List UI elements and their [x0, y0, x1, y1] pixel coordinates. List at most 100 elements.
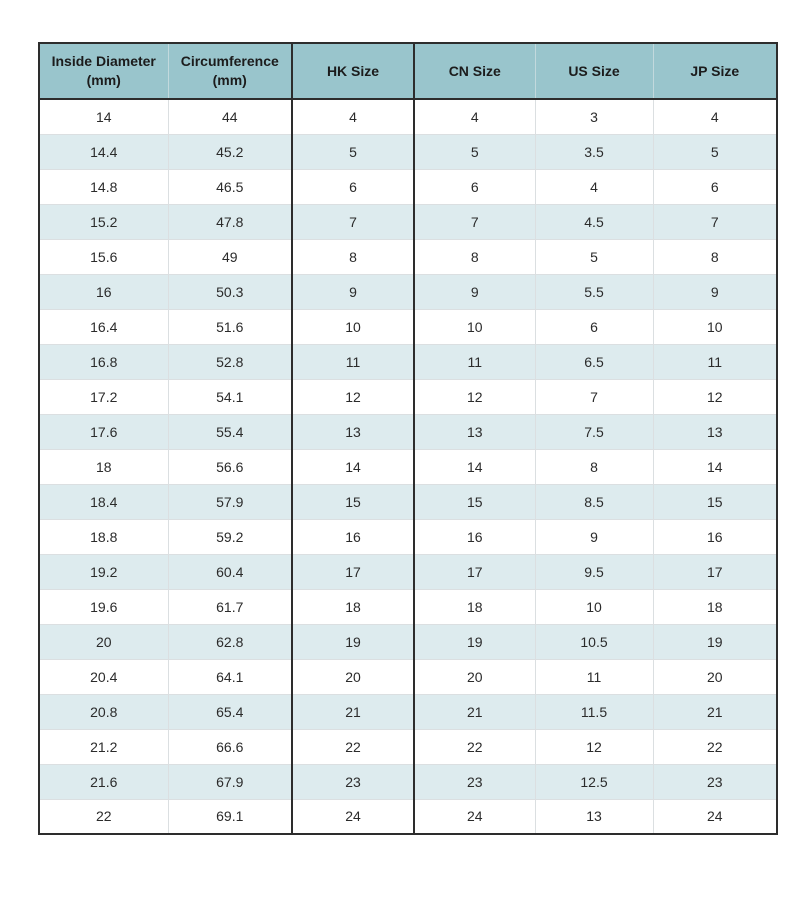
cell-us-size: 13 [534, 798, 653, 834]
cell-us-size: 5.5 [534, 273, 653, 309]
cell-us-size: 11.5 [534, 693, 653, 729]
table-row: 21.2 66.6 22 22 12 22 [39, 728, 777, 764]
cell-jp-size: 5 [652, 133, 777, 169]
cell-hk-size: 18 [291, 588, 415, 624]
table-row: 20 62.8 19 19 10.5 19 [39, 623, 777, 659]
cell-hk-size: 12 [291, 378, 415, 414]
cell-us-size: 4.5 [534, 203, 653, 239]
table-row: 16.8 52.8 11 11 6.5 11 [39, 343, 777, 379]
cell-us-size: 5 [534, 238, 653, 274]
cell-cn-size: 15 [413, 483, 535, 519]
cell-circumference: 66.6 [167, 728, 292, 764]
cell-hk-size: 19 [291, 623, 415, 659]
cell-us-size: 7.5 [534, 413, 653, 449]
cell-circumference: 52.8 [167, 343, 292, 379]
cell-inside-diameter: 14.8 [39, 168, 168, 204]
cell-circumference: 64.1 [167, 658, 292, 694]
cell-circumference: 50.3 [167, 273, 292, 309]
table-row: 17.2 54.1 12 12 7 12 [39, 378, 777, 414]
cell-inside-diameter: 21.2 [39, 728, 168, 764]
cell-cn-size: 14 [413, 448, 535, 484]
header-row: Inside Diameter (mm) Circumference (mm) … [39, 43, 777, 100]
table-row: 18 56.6 14 14 8 14 [39, 448, 777, 484]
cell-inside-diameter: 16 [39, 273, 168, 309]
cell-circumference: 69.1 [167, 798, 292, 834]
cell-cn-size: 19 [413, 623, 535, 659]
cell-cn-size: 17 [413, 553, 535, 589]
cell-inside-diameter: 15.6 [39, 238, 168, 274]
cell-jp-size: 14 [652, 448, 777, 484]
table-row: 14 44 4 4 3 4 [39, 99, 777, 134]
cell-hk-size: 10 [291, 308, 415, 344]
column-header-cn-size: CN Size [413, 43, 535, 100]
cell-inside-diameter: 14.4 [39, 133, 168, 169]
table-row: 21.6 67.9 23 23 12.5 23 [39, 763, 777, 799]
cell-cn-size: 18 [413, 588, 535, 624]
cell-us-size: 12.5 [534, 763, 653, 799]
cell-cn-size: 13 [413, 413, 535, 449]
cell-jp-size: 9 [652, 273, 777, 309]
column-header-hk-size: HK Size [291, 43, 415, 100]
cell-inside-diameter: 20.4 [39, 658, 168, 694]
cell-cn-size: 21 [413, 693, 535, 729]
cell-us-size: 9.5 [534, 553, 653, 589]
cell-hk-size: 9 [291, 273, 415, 309]
cell-inside-diameter: 16.4 [39, 308, 168, 344]
cell-us-size: 6.5 [534, 343, 653, 379]
cell-hk-size: 24 [291, 798, 415, 834]
cell-cn-size: 5 [413, 133, 535, 169]
cell-inside-diameter: 16.8 [39, 343, 168, 379]
cell-circumference: 45.2 [167, 133, 292, 169]
cell-us-size: 12 [534, 728, 653, 764]
cell-hk-size: 20 [291, 658, 415, 694]
cell-cn-size: 16 [413, 518, 535, 554]
cell-jp-size: 6 [652, 168, 777, 204]
cell-hk-size: 15 [291, 483, 415, 519]
cell-jp-size: 12 [652, 378, 777, 414]
table-header: Inside Diameter (mm) Circumference (mm) … [39, 43, 777, 100]
cell-hk-size: 11 [291, 343, 415, 379]
cell-jp-size: 22 [652, 728, 777, 764]
cell-hk-size: 14 [291, 448, 415, 484]
cell-circumference: 62.8 [167, 623, 292, 659]
cell-inside-diameter: 19.2 [39, 553, 168, 589]
table-row: 18.4 57.9 15 15 8.5 15 [39, 483, 777, 519]
cell-circumference: 59.2 [167, 518, 292, 554]
cell-inside-diameter: 14 [39, 99, 168, 134]
cell-cn-size: 9 [413, 273, 535, 309]
table-row: 19.2 60.4 17 17 9.5 17 [39, 553, 777, 589]
cell-circumference: 61.7 [167, 588, 292, 624]
cell-hk-size: 8 [291, 238, 415, 274]
cell-cn-size: 10 [413, 308, 535, 344]
cell-cn-size: 4 [413, 99, 535, 134]
cell-hk-size: 16 [291, 518, 415, 554]
cell-hk-size: 13 [291, 413, 415, 449]
table-row: 15.2 47.8 7 7 4.5 7 [39, 203, 777, 239]
table-row: 14.8 46.5 6 6 4 6 [39, 168, 777, 204]
column-header-inside-diameter: Inside Diameter (mm) [39, 43, 168, 100]
ring-size-conversion-table: Inside Diameter (mm) Circumference (mm) … [38, 42, 778, 835]
table-row: 20.8 65.4 21 21 11.5 21 [39, 693, 777, 729]
cell-jp-size: 20 [652, 658, 777, 694]
cell-jp-size: 7 [652, 203, 777, 239]
cell-inside-diameter: 20 [39, 623, 168, 659]
cell-us-size: 4 [534, 168, 653, 204]
cell-jp-size: 4 [652, 99, 777, 134]
cell-inside-diameter: 22 [39, 798, 168, 834]
cell-circumference: 49 [167, 238, 292, 274]
cell-hk-size: 17 [291, 553, 415, 589]
cell-jp-size: 8 [652, 238, 777, 274]
cell-hk-size: 23 [291, 763, 415, 799]
cell-circumference: 55.4 [167, 413, 292, 449]
cell-us-size: 7 [534, 378, 653, 414]
cell-circumference: 65.4 [167, 693, 292, 729]
cell-cn-size: 24 [413, 798, 535, 834]
cell-us-size: 6 [534, 308, 653, 344]
cell-us-size: 11 [534, 658, 653, 694]
cell-hk-size: 5 [291, 133, 415, 169]
cell-hk-size: 4 [291, 99, 415, 134]
cell-circumference: 54.1 [167, 378, 292, 414]
cell-circumference: 67.9 [167, 763, 292, 799]
cell-jp-size: 13 [652, 413, 777, 449]
cell-circumference: 51.6 [167, 308, 292, 344]
